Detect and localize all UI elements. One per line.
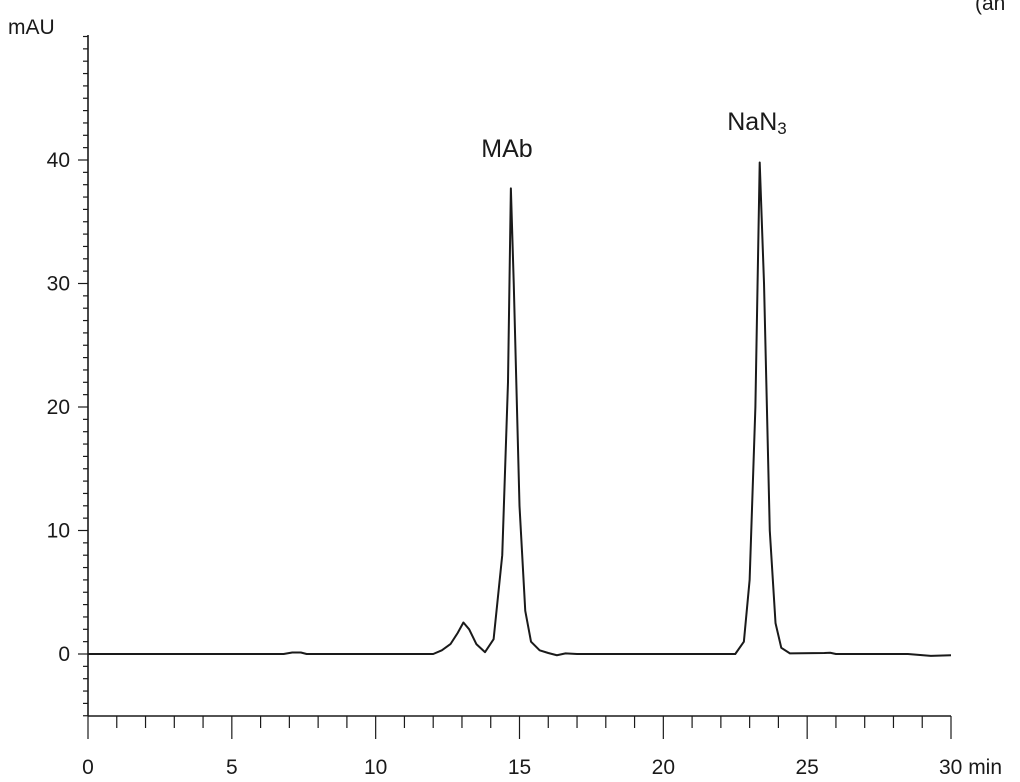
y-tick-label: 10 [47, 520, 70, 543]
x-tick-label: 30 min [939, 756, 1002, 779]
ticks [78, 35, 952, 739]
y-axis-label: mAU [8, 16, 55, 39]
y-tick-label: 0 [58, 643, 70, 666]
x-tick-label: 0 [82, 756, 94, 779]
x-tick-label: 20 [652, 756, 675, 779]
x-tick-label: 5 [226, 756, 238, 779]
x-tick-label: 10 [364, 756, 387, 779]
x-tick-label: 15 [508, 756, 531, 779]
peak-annotations: MAb NaN3 [481, 108, 786, 163]
tick-labels: 0 10 20 30 40 0 5 10 15 20 25 30 min [47, 149, 1002, 779]
y-tick-label: 40 [47, 149, 70, 172]
x-tick-label: 25 [795, 756, 818, 779]
y-tick-label: 30 [47, 273, 70, 296]
peak-label: NaN3 [727, 108, 786, 138]
y-tick-label: 20 [47, 396, 70, 419]
chromatogram-trace [88, 161, 952, 657]
peak-label: MAb [481, 135, 532, 163]
corner-note: (an [975, 0, 1005, 15]
